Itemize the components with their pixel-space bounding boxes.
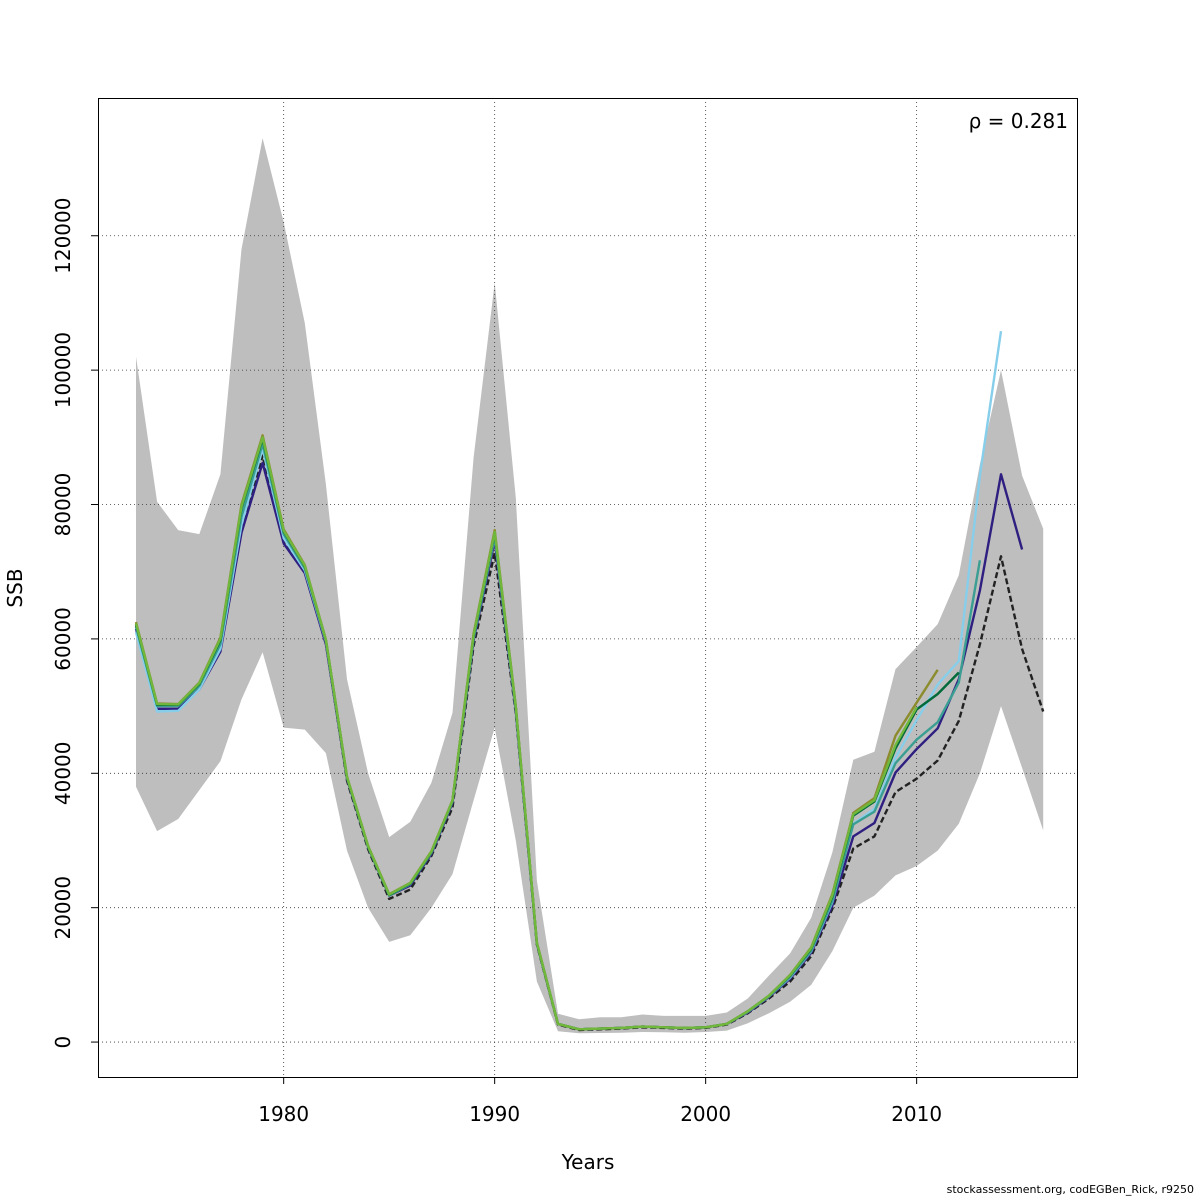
x-tick-label: 2000 — [680, 1102, 731, 1126]
y-axis: 0 20000 40000 60000 80000 100000 120000 — [51, 198, 98, 1049]
confidence-band-layer — [136, 138, 1044, 1034]
x-tick-label: 2010 — [891, 1102, 942, 1126]
y-tick-label: 20000 — [51, 876, 75, 940]
x-axis: 1980 1990 2000 2010 — [258, 1077, 942, 1126]
x-tick-label: 1980 — [258, 1102, 309, 1126]
y-axis-label: SSB — [3, 568, 27, 607]
y-tick-label: 40000 — [51, 741, 75, 805]
x-tick-label: 1990 — [469, 1102, 520, 1126]
rho-annotation: ρ = 0.281 — [969, 109, 1068, 133]
y-tick-label: 60000 — [51, 607, 75, 671]
series-lines — [134, 331, 1045, 1032]
x-axis-label: Years — [561, 1150, 615, 1174]
confidence-band — [136, 138, 1044, 1034]
y-tick-label: 80000 — [51, 473, 75, 537]
y-tick-label: 100000 — [51, 332, 75, 408]
footer-credit: stockassessment.org, codEGBen_Rick, r925… — [946, 1183, 1194, 1196]
series-line-7 — [134, 436, 918, 1031]
y-tick-label: 120000 — [51, 198, 75, 274]
y-tick-label: 0 — [51, 1036, 75, 1049]
plot-frame — [98, 98, 1078, 1078]
